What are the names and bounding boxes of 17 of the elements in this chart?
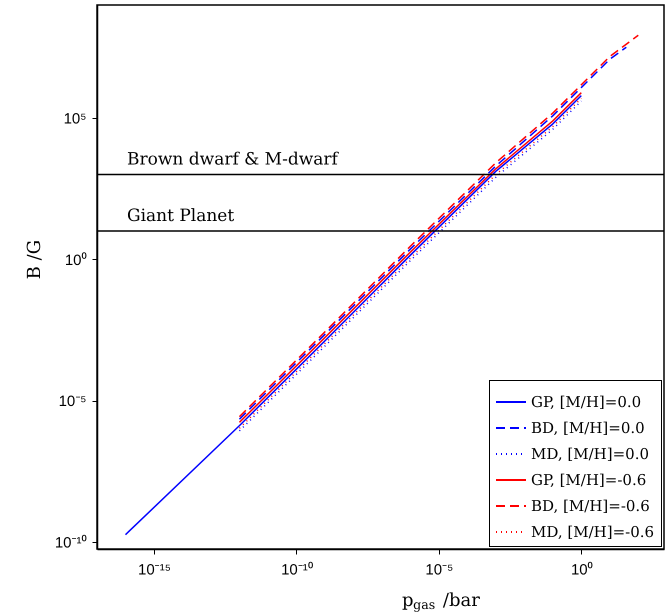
legend-label: MD, [M/H]=-0.6	[531, 523, 654, 541]
ref-line-label: Giant Planet	[127, 206, 234, 226]
x-tick-label: 10⁻¹⁰	[281, 562, 313, 578]
y-tick-label: 10⁰	[64, 252, 86, 269]
legend-label: BD, [M/H]=-0.6	[531, 497, 650, 515]
y-tick-label: 10⁻¹⁰	[54, 534, 86, 552]
legend-label: BD, [M/H]=0.0	[531, 419, 645, 437]
y-tick-label: 10⁵	[64, 110, 86, 128]
ref-line-label: Brown dwarf & M-dwarf	[127, 150, 340, 170]
legend-label: MD, [M/H]=0.0	[531, 445, 650, 463]
y-tick-label: 10⁻⁵	[58, 393, 86, 410]
legend-label: GP, [M/H]=-0.6	[531, 471, 646, 489]
x-tick-label: 10⁻⁵	[425, 562, 454, 578]
legend-label: GP, [M/H]=0.0	[531, 393, 642, 411]
y-axis-title: B /G	[24, 240, 45, 280]
x-tick-label: 10⁰	[570, 562, 593, 578]
x-tick-label: 10⁻¹⁵	[138, 562, 171, 578]
